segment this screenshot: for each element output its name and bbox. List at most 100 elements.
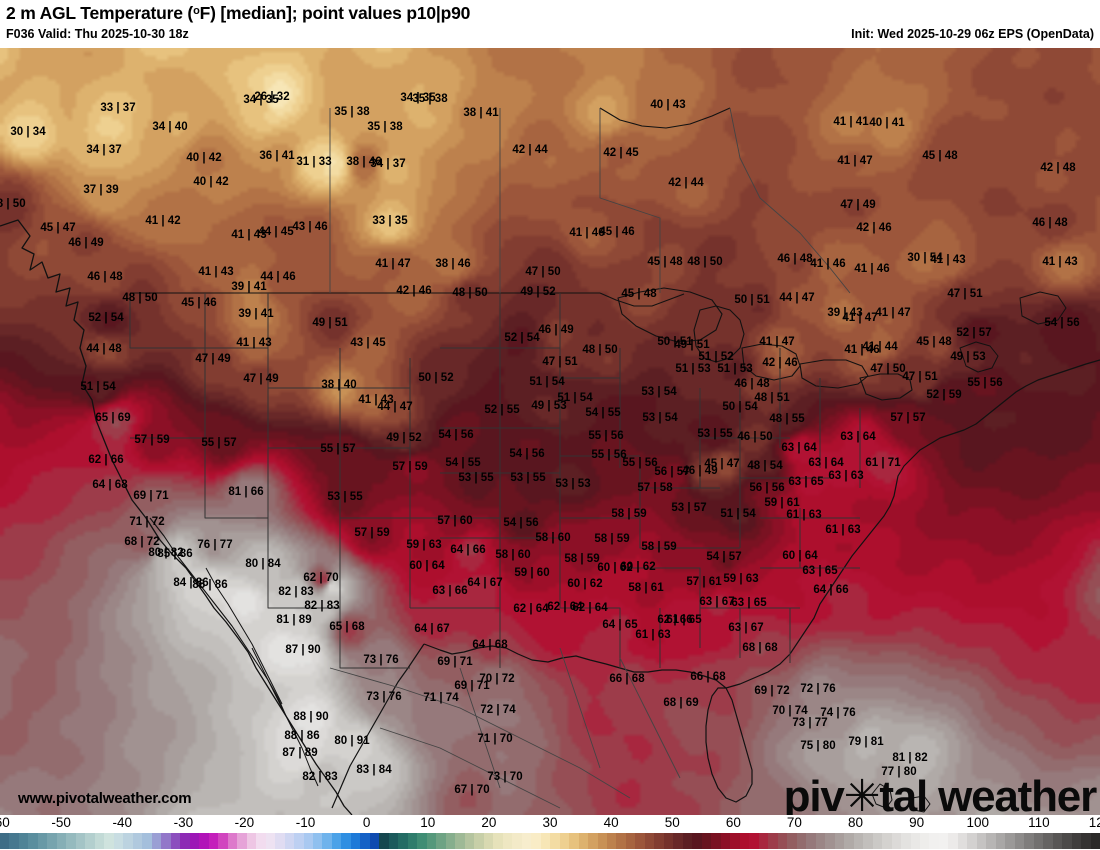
point-value-label: 47 | 50 (870, 363, 906, 375)
point-value-label: 48 | 50 (452, 287, 488, 299)
point-value-label: 45 | 48 (621, 288, 657, 300)
point-value-label: 53 | 55 (458, 472, 494, 484)
colorbar-swatch (986, 833, 996, 849)
colorbar-tick: -10 (295, 815, 316, 830)
point-value-label: 42 | 46 (396, 285, 432, 297)
point-value-label: 43 | 45 (350, 337, 386, 349)
point-value-label: 48 | 55 (769, 413, 805, 425)
point-value-label: 88 | 90 (293, 711, 329, 723)
colorbar-swatch (66, 833, 76, 849)
colorbar-swatch (796, 833, 807, 849)
point-value-label: 58 | 61 (628, 582, 664, 594)
point-value-label: 41 | 43 (198, 266, 234, 278)
point-value-label: 44 | 45 (258, 226, 294, 238)
point-value-label: 45 | 48 (916, 336, 952, 348)
point-value-label: 45 | 46 (599, 226, 635, 238)
colorbar-swatch (995, 833, 1006, 849)
colorbar-swatch (853, 833, 864, 849)
point-value-label: 73 | 76 (366, 691, 402, 703)
colorbar-tick: -50 (51, 815, 71, 830)
colorbar-swatch (180, 833, 190, 849)
point-value-label: 48 | 50 (687, 256, 723, 268)
colorbar-swatch (417, 833, 427, 849)
point-value-label: 46 | 50 (737, 431, 773, 443)
point-value-label: 64 | 67 (467, 577, 503, 589)
map-header: 2 m AGL Temperature (oF) [median]; point… (0, 0, 1100, 48)
point-value-label: 62 | 64 (513, 603, 549, 615)
point-value-label: 53 | 54 (642, 412, 678, 424)
colorbar-swatch (976, 833, 987, 849)
point-value-label: 65 | 68 (329, 621, 365, 633)
point-value-label: 80 | 91 (334, 735, 370, 747)
colorbar-swatch (787, 833, 797, 849)
point-value-label: 80 | 84 (245, 558, 281, 570)
point-value-label: 40 | 42 (186, 152, 222, 164)
colorbar-swatch (559, 833, 570, 849)
point-value-label: 51 | 54 (557, 392, 593, 404)
colorbar-swatch (1024, 833, 1034, 849)
colorbar-swatch (312, 833, 323, 849)
point-value-label: 39 | 41 (231, 281, 267, 293)
point-value-label: 45 | 46 (181, 297, 217, 309)
colorbar-swatch (882, 833, 892, 849)
brand-pre-text: piv (783, 772, 845, 816)
colorbar-swatch (18, 833, 29, 849)
point-value-label: 73 | 77 (792, 717, 828, 729)
colorbar-swatch (682, 833, 693, 849)
point-value-label: 52 | 54 (88, 312, 124, 324)
colorbar-swatch (1062, 833, 1072, 849)
colorbar-swatch (654, 833, 664, 849)
point-value-label: 55 | 56 (591, 449, 627, 461)
border-path (331, 643, 425, 809)
point-value-label: 41 | 46 (844, 344, 880, 356)
point-value-label: 56 | 56 (749, 482, 785, 494)
colorbar-swatch (483, 833, 494, 849)
point-value-label: 48 | 51 (754, 392, 790, 404)
point-value-label: 54 | 56 (438, 429, 474, 441)
point-value-label: 63 | 65 (802, 565, 838, 577)
point-value-label: 80 | 82 (148, 547, 184, 559)
point-value-label: 58 | 59 (641, 541, 677, 553)
point-value-label: 33 | 35 (372, 215, 408, 227)
colorbar-tick-labels: -60 -50 -40 -30 -20 -10 0 10 20 30 40 50 60 70 80 90 100… (0, 815, 1100, 833)
colorbar-swatch (331, 833, 342, 849)
colorbar-swatch (806, 833, 816, 849)
colorbar-swatch (350, 833, 361, 849)
colorbar-tick: 30 (542, 815, 558, 830)
init-time-label: Init: Wed 2025-10-29 06z EPS (OpenData) (851, 27, 1094, 41)
point-value-label: 47 | 49 (195, 353, 231, 365)
star-icon: ✳ (843, 772, 881, 816)
point-value-label: 45 | 48 (647, 256, 683, 268)
point-value-label: 34 | 35 (243, 94, 279, 106)
border-path (693, 305, 745, 363)
colorbar-swatch (1043, 833, 1053, 849)
colorbar-swatch (104, 833, 114, 849)
point-value-label: 62 | 70 (303, 572, 339, 584)
point-value-label: 44 | 47 (779, 292, 815, 304)
point-value-label: 44 | 46 (260, 271, 296, 283)
page-title: 2 m AGL Temperature (oF) [median]; point… (6, 3, 470, 24)
colorbar-swatch (692, 833, 702, 849)
border-path (725, 359, 1100, 689)
point-value-label: 42 | 46 (856, 222, 892, 234)
point-value-label: 41 | 43 (358, 394, 394, 406)
colorbar-swatch (303, 833, 313, 849)
colorbar-swatch (113, 833, 124, 849)
colorbar-swatch (502, 833, 513, 849)
colorbar-tick: -60 (0, 815, 10, 830)
point-value-label: 53 | 55 (697, 428, 733, 440)
colorbar-swatch (578, 833, 589, 849)
colorbar-swatch (730, 833, 740, 849)
border-path (620, 567, 701, 648)
colorbar-swatch (910, 833, 920, 849)
point-value-label: 46 | 49 (68, 237, 104, 249)
colorbar-swatch (834, 833, 845, 849)
title-main-text: 2 m AGL Temperature ( (6, 3, 194, 23)
colorbar-swatch (1052, 833, 1063, 849)
colorbar-swatch (493, 833, 503, 849)
point-value-label: 58 | 59 (564, 553, 600, 565)
point-value-label: 61 | 71 (865, 457, 901, 469)
point-value-label: 51 | 54 (80, 381, 116, 393)
point-value-label: 45 | 47 (704, 458, 740, 470)
